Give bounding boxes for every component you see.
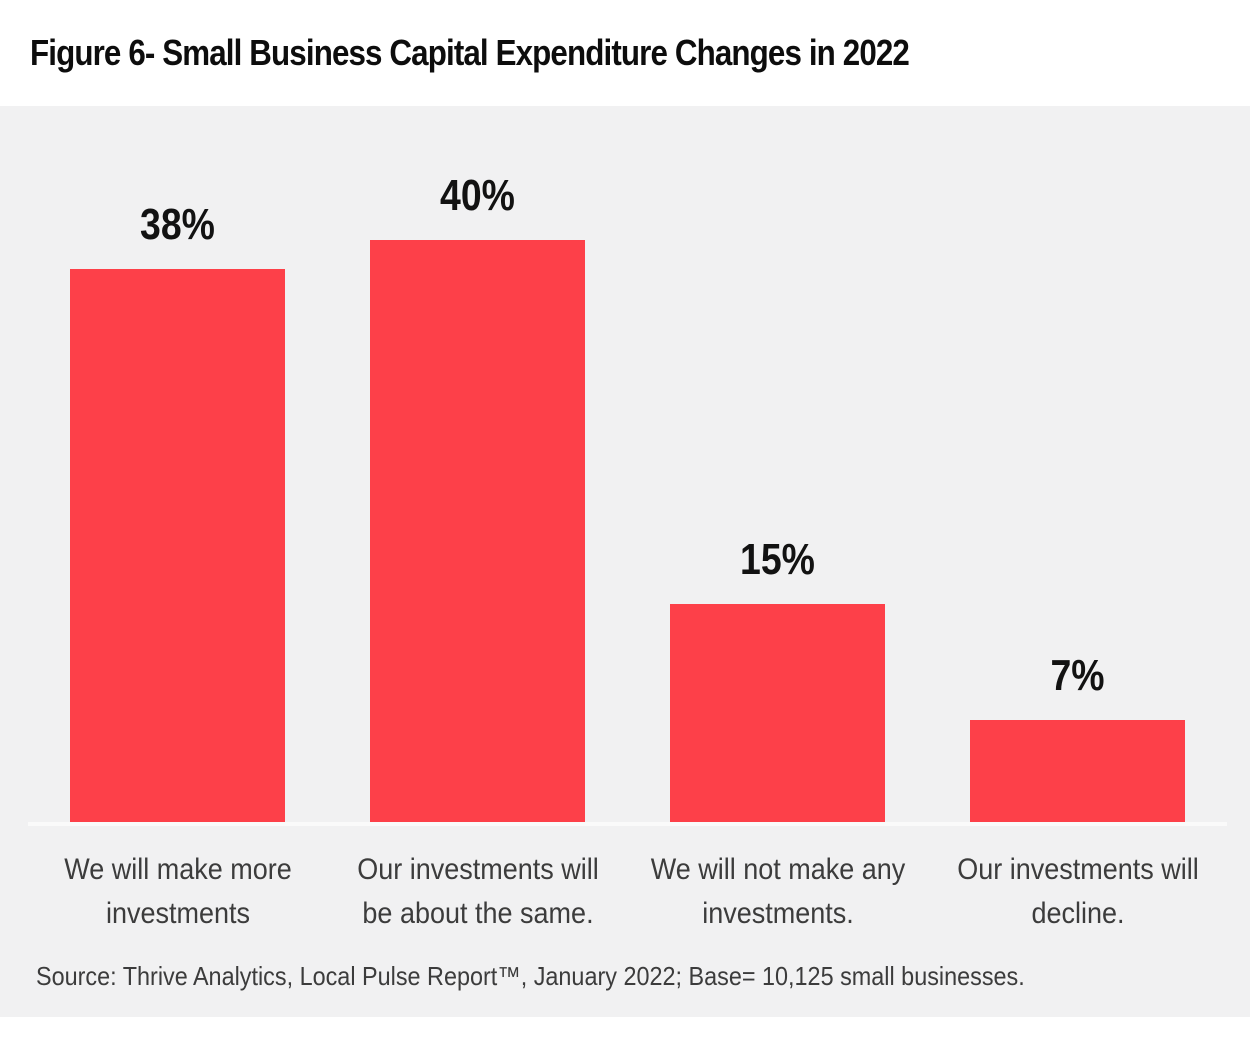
x-axis-baseline (28, 822, 1227, 826)
category-label-1: We will make more investments (63, 853, 292, 931)
bar-value-label-4: 7% (1050, 651, 1105, 700)
chart-panel: 38% 40% 15% 7% Source: Thrive Analytics, Lo… (0, 106, 1250, 1017)
bar-3 (670, 604, 885, 822)
bar-value-label-3: 15% (740, 535, 815, 584)
bar-2 (370, 240, 585, 822)
bar-value-label-1: 38% (140, 200, 215, 249)
bar-chart-plot: 38% 40% 15% 7% (0, 106, 1250, 822)
figure-title: Figure 6- Small Business Capital Expendi… (30, 32, 910, 73)
category-label-3: We will not make any investments. (650, 853, 905, 931)
bar-1 (70, 269, 285, 822)
category-label-2: Our investments will be about the same. (356, 853, 599, 931)
source-note: Source: Thrive Analytics, Local Pulse Re… (36, 961, 1025, 991)
bar-4 (970, 720, 1185, 822)
bar-value-label-2: 40% (440, 171, 515, 220)
category-label-4: Our investments will decline. (956, 853, 1199, 931)
